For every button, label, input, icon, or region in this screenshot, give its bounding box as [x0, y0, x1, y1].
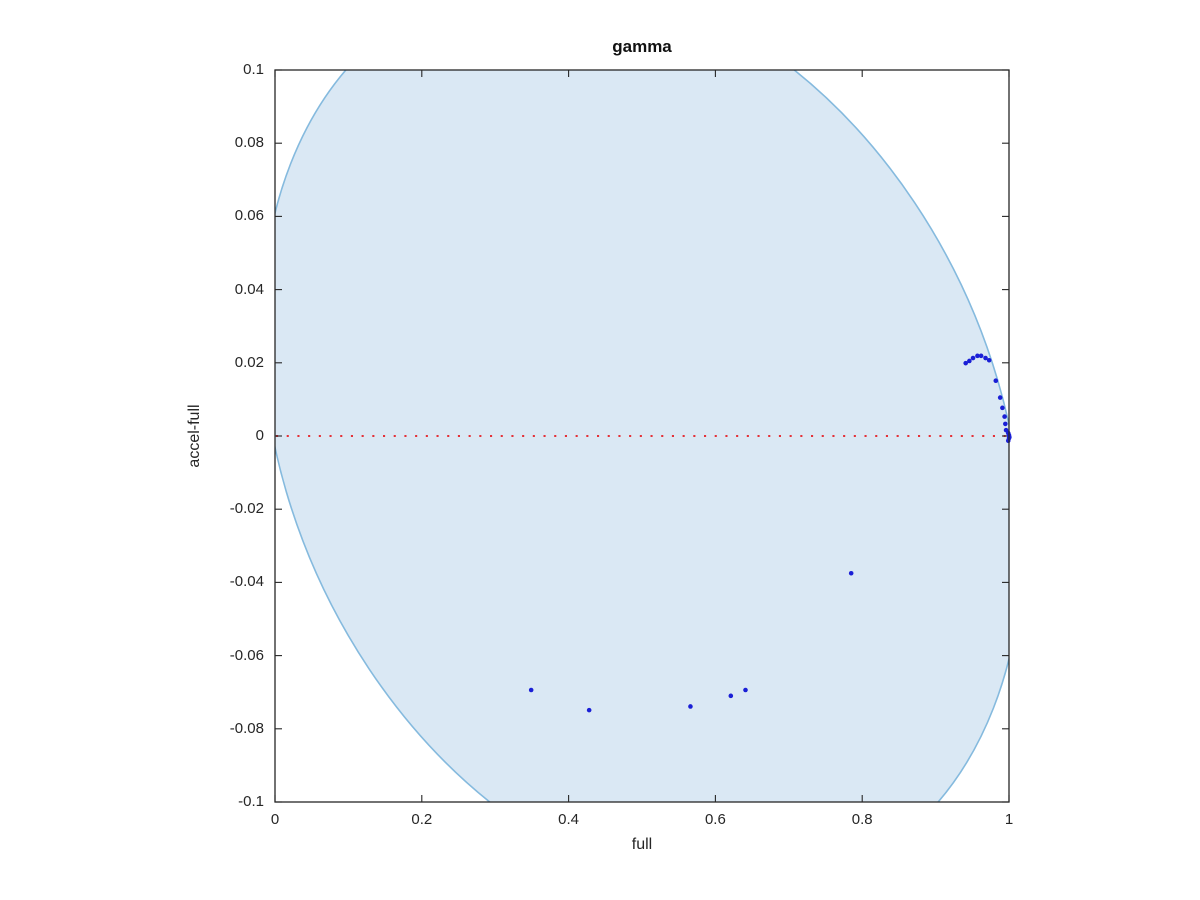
stability-region-ellipse — [275, 70, 1009, 802]
data-point — [528, 687, 534, 693]
data-point — [997, 395, 1003, 400]
x-axis-label: full — [631, 836, 653, 853]
y-tick-label: -0.06 — [229, 646, 264, 664]
data-point — [983, 355, 988, 361]
y-tick-label: -0.04 — [229, 573, 264, 591]
data-point — [1002, 414, 1007, 419]
y-tick-label: -0.08 — [229, 719, 264, 737]
y-tick-label: 0 — [255, 427, 264, 444]
data-point — [993, 378, 999, 384]
y-tick-label: 0.02 — [234, 353, 264, 371]
x-tick-label: 0 — [270, 811, 280, 828]
x-tick-label: 1 — [1004, 811, 1014, 828]
axes-box — [274, 69, 1010, 803]
data-point — [743, 687, 748, 693]
y-tick-label: -0.1 — [238, 793, 264, 810]
y-tick-label: 0.08 — [234, 134, 264, 152]
plot-title: gamma — [612, 37, 672, 56]
data-point — [848, 570, 854, 576]
y-tick-label: -0.02 — [229, 500, 264, 518]
x-tick-label: 0.6 — [704, 811, 726, 828]
data-point — [1003, 421, 1008, 427]
y-tick-label: 0.1 — [243, 61, 264, 78]
data-point — [975, 353, 980, 359]
x-tick-label: 0.2 — [411, 811, 433, 828]
data-point — [970, 355, 976, 361]
data-point — [986, 357, 992, 363]
data-point — [688, 704, 693, 709]
data-point — [728, 693, 734, 699]
data-point — [586, 707, 592, 713]
x-tick-label: 0.8 — [851, 811, 873, 828]
x-tick-label: 0.4 — [558, 811, 580, 828]
data-point — [963, 360, 968, 366]
data-point — [1000, 405, 1005, 411]
data-point — [967, 358, 972, 364]
data-point — [978, 353, 984, 359]
y-tick-label: 0.06 — [234, 207, 264, 225]
y-tick-label: 0.04 — [234, 280, 264, 298]
